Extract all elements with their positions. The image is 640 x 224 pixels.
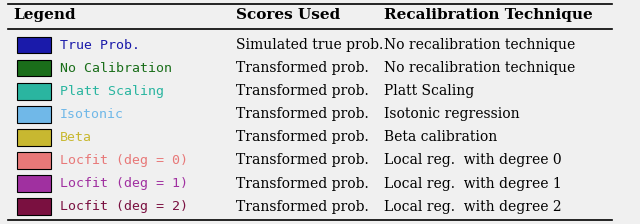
Text: Transformed prob.: Transformed prob. xyxy=(236,130,369,144)
Text: Local reg.  with degree 0: Local reg. with degree 0 xyxy=(384,153,561,168)
Text: Scores Used: Scores Used xyxy=(236,8,340,22)
Text: Transformed prob.: Transformed prob. xyxy=(236,84,369,98)
Text: Transformed prob.: Transformed prob. xyxy=(236,61,369,75)
FancyBboxPatch shape xyxy=(17,198,51,215)
FancyBboxPatch shape xyxy=(17,175,51,192)
Text: Platt Scaling: Platt Scaling xyxy=(384,84,474,98)
Text: Isotonic: Isotonic xyxy=(60,108,124,121)
FancyBboxPatch shape xyxy=(17,129,51,146)
Text: Local reg.  with degree 1: Local reg. with degree 1 xyxy=(384,177,562,191)
Text: Transformed prob.: Transformed prob. xyxy=(236,200,369,214)
Text: Locfit (deg = 1): Locfit (deg = 1) xyxy=(60,177,188,190)
Text: Transformed prob.: Transformed prob. xyxy=(236,153,369,168)
Text: Recalibration Technique: Recalibration Technique xyxy=(384,8,593,22)
Text: Transformed prob.: Transformed prob. xyxy=(236,107,369,121)
Text: Locfit (deg = 0): Locfit (deg = 0) xyxy=(60,154,188,167)
Text: Locfit (deg = 2): Locfit (deg = 2) xyxy=(60,200,188,213)
Text: Simulated true prob.: Simulated true prob. xyxy=(236,38,383,52)
FancyBboxPatch shape xyxy=(17,83,51,99)
FancyBboxPatch shape xyxy=(17,152,51,169)
Text: Platt Scaling: Platt Scaling xyxy=(60,85,164,98)
Text: No Calibration: No Calibration xyxy=(60,62,172,75)
FancyBboxPatch shape xyxy=(17,106,51,123)
Text: Transformed prob.: Transformed prob. xyxy=(236,177,369,191)
Text: No recalibration technique: No recalibration technique xyxy=(384,38,575,52)
FancyBboxPatch shape xyxy=(17,60,51,76)
FancyBboxPatch shape xyxy=(17,37,51,53)
Text: Legend: Legend xyxy=(13,8,76,22)
Text: No recalibration technique: No recalibration technique xyxy=(384,61,575,75)
Text: Beta calibration: Beta calibration xyxy=(384,130,497,144)
Text: Isotonic regression: Isotonic regression xyxy=(384,107,520,121)
Text: True Prob.: True Prob. xyxy=(60,39,140,52)
Text: Local reg.  with degree 2: Local reg. with degree 2 xyxy=(384,200,561,214)
Text: Beta: Beta xyxy=(60,131,92,144)
